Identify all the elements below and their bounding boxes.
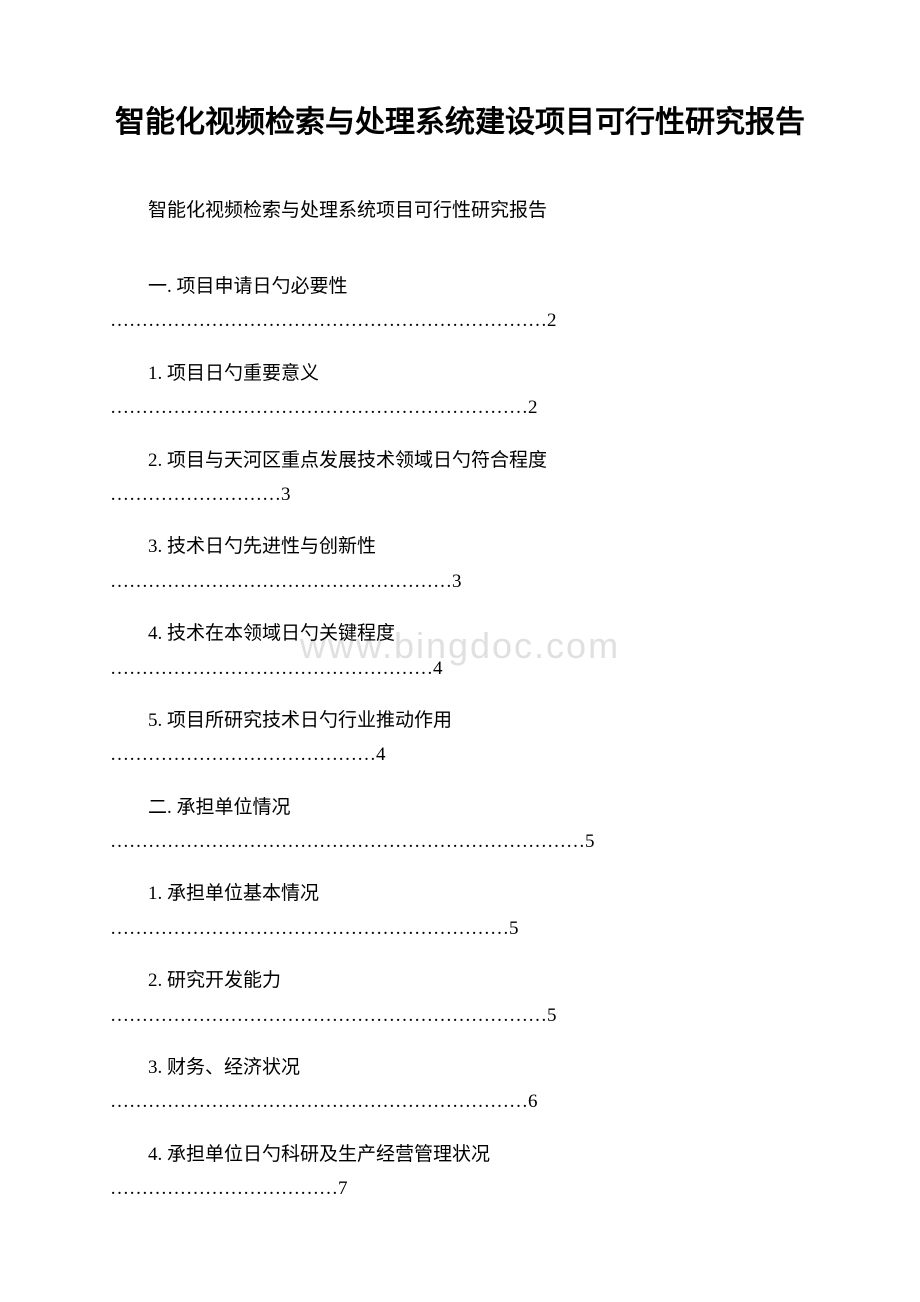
toc-label: 4. 承担单位日勺科研及生产经营管理状况: [110, 1140, 810, 1170]
toc-label: 4. 技术在本领域日勺关键程度: [110, 619, 810, 649]
toc-entry: 1. 项目日勺重要意义 …………………………………………………………2: [110, 359, 810, 424]
toc-entry: 4. 技术在本领域日勺关键程度 ……………………………………………4: [110, 619, 810, 684]
toc-entry: 3. 技术日勺先进性与创新性 ………………………………………………3: [110, 532, 810, 597]
toc-dots: ………………………………………………………5: [110, 914, 810, 944]
document-content: 智能化视频检索与处理系统建设项目可行性研究报告 智能化视频检索与处理系统项目可行…: [110, 100, 810, 1205]
toc-label: 2. 研究开发能力: [110, 966, 810, 996]
toc-dots: …………………………………………………………2: [110, 393, 810, 423]
toc-label: 5. 项目所研究技术日勺行业推动作用: [110, 706, 810, 736]
toc-label: 3. 财务、经济状况: [110, 1053, 810, 1083]
toc-label: 2. 项目与天河区重点发展技术领域日勺符合程度: [110, 446, 810, 476]
toc-label: 3. 技术日勺先进性与创新性: [110, 532, 810, 562]
toc-entry: 二. 承担单位情况 …………………………………………………………………5: [110, 793, 810, 858]
toc-label: 1. 项目日勺重要意义: [110, 359, 810, 389]
toc-entry: 2. 项目与天河区重点发展技术领域日勺符合程度 ………………………3: [110, 446, 810, 511]
toc-entry: 4. 承担单位日勺科研及生产经营管理状况 ………………………………7: [110, 1140, 810, 1205]
toc-dots: ……………………………………4: [110, 740, 810, 770]
toc-dots: …………………………………………………………………5: [110, 827, 810, 857]
toc-dots: ………………………………………………3: [110, 567, 810, 597]
toc-dots: ……………………………………………………………5: [110, 1001, 810, 1031]
toc-dots: ……………………………………………………………2: [110, 306, 810, 336]
toc-label: 1. 承担单位基本情况: [110, 879, 810, 909]
toc-entry: 1. 承担单位基本情况 ………………………………………………………5: [110, 879, 810, 944]
toc-dots: ………………………………7: [110, 1174, 810, 1204]
toc-dots: …………………………………………………………6: [110, 1087, 810, 1117]
toc-entry: 一. 项目申请日勺必要性 ……………………………………………………………2: [110, 272, 810, 337]
toc-label: 一. 项目申请日勺必要性: [110, 272, 810, 302]
document-subtitle: 智能化视频检索与处理系统项目可行性研究报告: [110, 195, 810, 222]
toc-dots: ……………………………………………4: [110, 654, 810, 684]
toc-entry: 2. 研究开发能力 ……………………………………………………………5: [110, 966, 810, 1031]
toc-label: 二. 承担单位情况: [110, 793, 810, 823]
toc-entry: 3. 财务、经济状况 …………………………………………………………6: [110, 1053, 810, 1118]
toc-entry: 5. 项目所研究技术日勺行业推动作用 ……………………………………4: [110, 706, 810, 771]
document-title: 智能化视频检索与处理系统建设项目可行性研究报告: [110, 100, 810, 145]
toc-dots: ………………………3: [110, 480, 810, 510]
